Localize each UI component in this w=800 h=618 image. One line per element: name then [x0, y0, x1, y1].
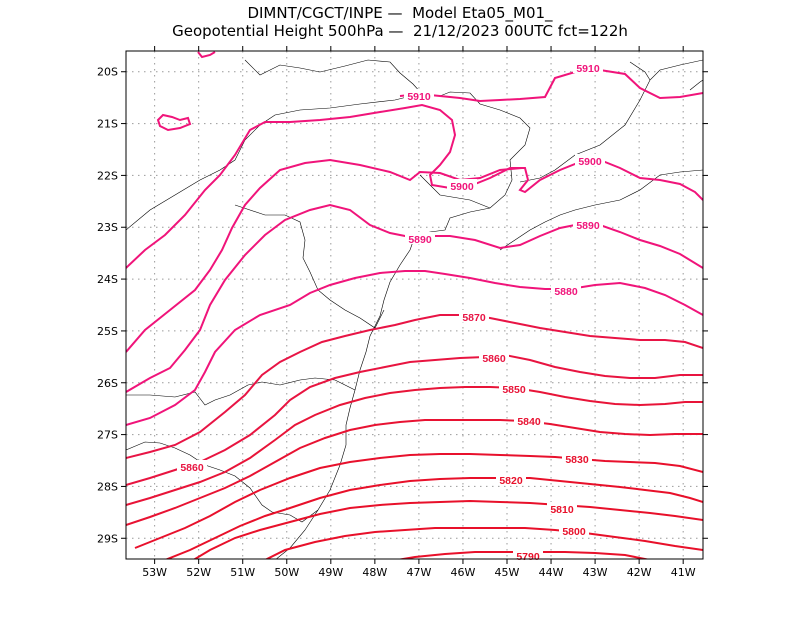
contour-label-bg: [575, 154, 605, 166]
y-tick-label: 23S: [97, 221, 118, 234]
y-tick-label: 25S: [97, 325, 118, 338]
contour-line-5790: [396, 551, 651, 559]
state-border: [126, 441, 319, 523]
contour-label: 5800: [562, 526, 586, 538]
contour-label-bg: [514, 414, 544, 426]
contour-layer: [126, 51, 703, 559]
x-tick-label: 48W: [362, 566, 387, 579]
plot-frame: [125, 50, 704, 560]
y-tick-label: 26S: [97, 377, 118, 390]
x-tick-label: 41W: [671, 566, 696, 579]
contour-label-bg: [551, 284, 581, 296]
state-border: [126, 377, 356, 406]
x-tick-label: 43W: [583, 566, 608, 579]
contour-label: 5830: [565, 454, 589, 466]
x-tick-label: 49W: [318, 566, 343, 579]
state-border: [419, 174, 491, 209]
state-border: [244, 59, 401, 76]
contour-line-5890: [126, 203, 703, 393]
contour-line-5880: [126, 270, 703, 426]
contour-label: 5910: [576, 63, 600, 75]
contour-label: 5890: [408, 234, 432, 246]
contour-label-bg: [499, 382, 529, 394]
coastline: [499, 169, 703, 251]
state-border: [629, 61, 651, 81]
contour-label-bg: [459, 310, 489, 322]
contour-label-bg: [547, 502, 577, 514]
contour-line-5910: [399, 68, 703, 103]
y-tick-label: 27S: [97, 429, 118, 442]
x-tick-label: 50W: [274, 566, 299, 579]
grid-lines: [126, 51, 703, 559]
contour-line-5910: [156, 113, 192, 132]
contour-label: 5860: [482, 353, 506, 365]
contour-label-bg: [573, 218, 603, 230]
contour-line-5910: [197, 51, 216, 59]
contour-line-5830: [134, 453, 703, 549]
contour-line-5890: [126, 158, 523, 353]
axis-ticks: 53W 52W 51W 50W 49W 48W 47W 46W 45W 44W 43W 42W 41W 2…: [97, 46, 708, 579]
contour-label-bg: [447, 179, 477, 191]
x-tick-label: 46W: [451, 566, 476, 579]
contour-label-bg: [513, 549, 543, 561]
x-tick-label: 47W: [406, 566, 431, 579]
contour-label: 5910: [407, 91, 431, 103]
state-border: [126, 94, 416, 231]
contour-line-5800: [264, 527, 703, 559]
coastline: [275, 72, 531, 559]
y-tick-label: 29S: [97, 532, 118, 545]
contour-line-5860: [126, 353, 703, 486]
contour-label: 5900: [450, 181, 474, 193]
coastline-layer: [126, 59, 703, 559]
y-tick-label: 28S: [97, 480, 118, 493]
coastline: [519, 59, 703, 183]
contour-line-5820: [164, 477, 703, 559]
map-title: DIMNT/CGCT/INPE — Model Eta05_M01_ Geopo…: [0, 4, 800, 40]
contour-label: 5810: [550, 504, 574, 516]
contour-line-5840: [126, 419, 703, 526]
contour-label: 5790: [516, 551, 540, 563]
x-tick-label: 51W: [230, 566, 255, 579]
contour-label-bg: [177, 460, 207, 472]
contour-label: 5870: [462, 312, 486, 324]
x-tick-label: 52W: [186, 566, 211, 579]
contour-label: 5900: [578, 156, 602, 168]
contour-label: 5820: [499, 475, 523, 487]
contour-label-bg: [479, 351, 509, 363]
state-border: [689, 79, 703, 91]
y-tick-label: 22S: [97, 169, 118, 182]
contour-label: 5840: [517, 416, 541, 428]
title-line-2: Geopotential Height 500hPa — 21/12/2023 …: [172, 22, 628, 40]
x-tick-label: 42W: [627, 566, 652, 579]
contour-label-bg: [405, 232, 435, 244]
contour-label-bg: [559, 524, 589, 536]
contour-label: 5880: [554, 286, 578, 298]
x-tick-label: 45W: [495, 566, 520, 579]
contour-label: 5860: [180, 462, 204, 474]
contour-label: 5890: [576, 220, 600, 232]
contour-label: 5850: [502, 384, 526, 396]
contour-label-bg: [562, 452, 592, 464]
contour-label-bg: [496, 473, 526, 485]
x-tick-label: 44W: [539, 566, 564, 579]
title-line-1: DIMNT/CGCT/INPE — Model Eta05_M01_: [247, 4, 553, 22]
state-border: [234, 204, 385, 329]
contour-label-bg: [404, 89, 434, 101]
contour-line-5870: [126, 314, 703, 459]
y-tick-label: 20S: [97, 66, 118, 79]
contour-line-5850: [126, 386, 703, 506]
contour-labels: 5910 5910 5900 5900 5890 5890 5880 5870 5860 5860…: [177, 61, 605, 563]
x-tick-label: 53W: [142, 566, 167, 579]
contour-label-bg: [573, 61, 603, 73]
contour-line-5810: [193, 499, 703, 559]
y-tick-label: 21S: [97, 118, 118, 131]
y-tick-label: 24S: [97, 273, 118, 286]
